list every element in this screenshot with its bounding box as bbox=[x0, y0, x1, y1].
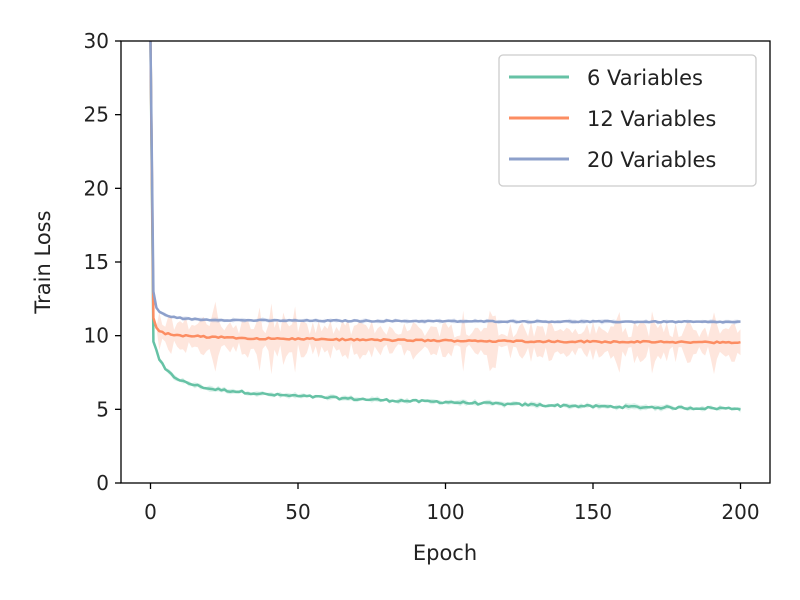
y-tick-label: 10 bbox=[84, 324, 109, 348]
line-series-1 bbox=[149, 41, 741, 411]
x-axis-label: Epoch bbox=[413, 541, 477, 565]
legend-box bbox=[498, 54, 757, 187]
y-tick-label: 5 bbox=[96, 397, 109, 421]
x-tick-label: 50 bbox=[285, 500, 310, 524]
x-tick-label: 200 bbox=[721, 500, 759, 524]
x-tick-label: 150 bbox=[574, 500, 612, 524]
y-tick-label: 25 bbox=[84, 103, 109, 127]
y-tick-label: 30 bbox=[84, 29, 109, 53]
x-tick-label: 0 bbox=[144, 500, 157, 524]
legend: 6 Variables 12 Variables 20 Variables bbox=[498, 54, 757, 187]
legend-label-3: 20 Variables bbox=[587, 148, 716, 172]
line-series-3 bbox=[149, 41, 741, 324]
line-series-2 bbox=[149, 41, 741, 345]
series-lines bbox=[149, 41, 741, 411]
y-axis-label: Train Loss bbox=[31, 210, 55, 314]
y-tick-label: 0 bbox=[96, 471, 109, 495]
axes: 0 50 100 150 200 0 5 10 15 20 25 30 bbox=[84, 29, 771, 524]
y-tick-label: 20 bbox=[84, 176, 109, 200]
legend-label-1: 6 Variables bbox=[587, 66, 703, 90]
y-tick-label: 15 bbox=[84, 250, 109, 274]
legend-label-2: 12 Variables bbox=[587, 107, 716, 131]
x-tick-label: 100 bbox=[426, 500, 464, 524]
